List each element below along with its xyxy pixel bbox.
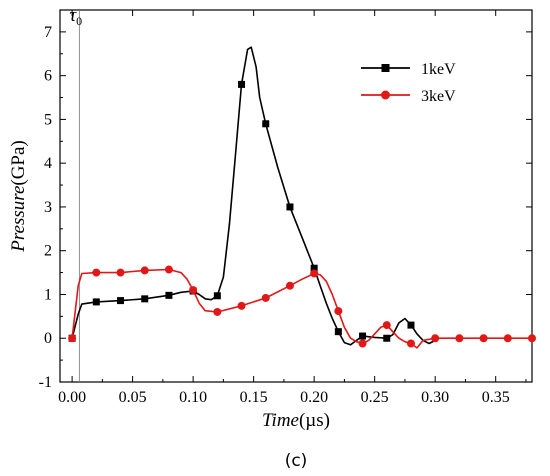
data-point — [92, 268, 101, 277]
data-point — [141, 295, 149, 303]
data-point — [164, 265, 173, 274]
series-3keV — [68, 265, 536, 349]
data-point — [262, 120, 270, 128]
y-tick-label: 1 — [44, 286, 52, 303]
legend-marker — [381, 64, 390, 72]
legend: 1keV 3keV — [361, 61, 456, 105]
x-tick-label: 0.35 — [482, 389, 510, 406]
data-point — [116, 268, 125, 277]
data-point — [407, 321, 415, 329]
x-axis-title: Time(µs) — [262, 410, 330, 431]
data-point — [117, 297, 125, 305]
x-tick-label: 0.20 — [300, 389, 328, 406]
data-point — [503, 334, 512, 343]
data-point — [213, 307, 222, 316]
x-tick-label: 0.00 — [58, 389, 86, 406]
y-tick-label: 4 — [44, 155, 52, 172]
y-tick-label: 5 — [44, 111, 52, 128]
data-point — [358, 339, 367, 348]
data-point — [237, 301, 246, 310]
panel-label: (c) — [285, 451, 308, 471]
data-point — [334, 328, 342, 336]
y-tick-label: 7 — [44, 24, 52, 41]
data-point — [189, 286, 198, 295]
legend-label: 3keV — [421, 88, 456, 105]
series-line — [71, 46, 436, 346]
y-tick-label: 3 — [44, 199, 52, 216]
x-tick-label: 0.15 — [240, 389, 268, 406]
y-axis-title: Pressure(GPa) — [8, 140, 29, 253]
data-point — [334, 307, 343, 316]
data-point — [431, 334, 440, 343]
data-point — [140, 266, 149, 275]
series-layer — [68, 46, 536, 349]
legend-label: 1keV — [421, 61, 456, 78]
data-point — [383, 334, 391, 342]
data-point — [406, 339, 415, 348]
data-point — [310, 264, 318, 272]
data-point — [528, 334, 536, 343]
legend-marker — [381, 90, 390, 100]
y-tick-label: 2 — [44, 243, 52, 260]
series-line — [71, 268, 532, 349]
tau-marker-label: τ0 — [69, 5, 82, 28]
y-tick-label: 0 — [44, 330, 52, 347]
plot-frame — [59, 9, 533, 383]
data-point — [382, 321, 391, 330]
data-point — [261, 293, 270, 302]
data-point — [286, 203, 294, 211]
data-point — [68, 334, 77, 343]
data-point — [479, 334, 488, 343]
y-tick-label: -1 — [39, 374, 52, 391]
data-point — [359, 332, 367, 340]
data-point — [455, 334, 464, 343]
data-point — [92, 298, 100, 306]
data-point — [238, 80, 246, 88]
data-point — [213, 292, 221, 300]
x-tick-label: 0.30 — [421, 389, 449, 406]
x-tick-label: 0.25 — [361, 389, 389, 406]
data-point — [165, 291, 173, 299]
x-tick-label: 0.05 — [119, 389, 147, 406]
data-point — [310, 269, 319, 278]
data-point — [285, 281, 294, 290]
y-tick-label: 6 — [44, 68, 52, 85]
axes: 0.00 0.05 0.10 0.15 0.20 0.25 0.30 0.35 -1 0 1 2 3 4 5… — [39, 9, 533, 406]
series-1keV — [68, 46, 436, 346]
x-tick-label: 0.10 — [179, 389, 207, 406]
